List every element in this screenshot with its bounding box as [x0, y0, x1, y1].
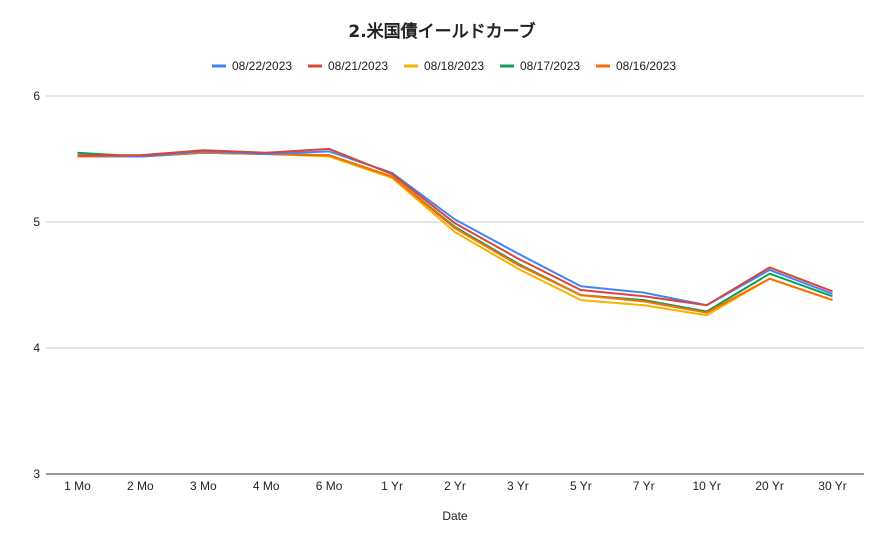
y-tick-label: 3	[33, 467, 40, 481]
series-line-08-16-2023[interactable]	[77, 151, 833, 314]
legend-item[interactable]: 08/18/2023	[404, 59, 484, 73]
x-tick-label: 4 Mo	[253, 479, 280, 493]
legend-item[interactable]: 08/16/2023	[596, 59, 676, 73]
x-tick-label: 1 Yr	[381, 479, 403, 493]
legend-label: 08/16/2023	[616, 59, 676, 73]
x-tick-label: 2 Yr	[444, 479, 466, 493]
series-line-08-18-2023[interactable]	[77, 151, 833, 317]
x-tick-label: 3 Yr	[507, 479, 529, 493]
x-tick-label: 10 Yr	[692, 479, 720, 493]
x-tick-label: 3 Mo	[190, 479, 217, 493]
series-lines	[77, 147, 833, 317]
y-axis-ticks: 3 4 5 6	[33, 89, 40, 481]
x-tick-label: 7 Yr	[633, 479, 655, 493]
legend-label: 08/18/2023	[424, 59, 484, 73]
legend-label: 08/22/2023	[232, 59, 292, 73]
gridlines	[46, 95, 864, 475]
x-tick-label: 30 Yr	[818, 479, 846, 493]
x-tick-label: 6 Mo	[316, 479, 343, 493]
y-tick-label: 6	[33, 89, 40, 103]
x-tick-label: 2 Mo	[127, 479, 154, 493]
x-tick-label: 20 Yr	[755, 479, 783, 493]
legend-item[interactable]: 08/22/2023	[212, 59, 292, 73]
legend: 08/22/2023 08/21/2023 08/18/2023 08/17/2023…	[212, 59, 676, 73]
chart-title: 2.米国債イールドカーブ	[348, 21, 535, 42]
y-tick-label: 4	[33, 341, 40, 355]
legend-label: 08/21/2023	[328, 59, 388, 73]
legend-label: 08/17/2023	[520, 59, 580, 73]
x-tick-label: 1 Mo	[64, 479, 91, 493]
y-tick-label: 5	[33, 215, 40, 229]
x-axis-label: Date	[442, 509, 468, 523]
legend-item[interactable]: 08/17/2023	[500, 59, 580, 73]
x-axis-ticks: 1 Mo 2 Mo 3 Mo 4 Mo 6 Mo 1 Yr 2 Yr 3 Yr 5 Yr 7 Yr…	[64, 479, 847, 493]
x-tick-label: 5 Yr	[570, 479, 592, 493]
series-line-08-21-2023[interactable]	[77, 147, 833, 307]
legend-item[interactable]: 08/21/2023	[308, 59, 388, 73]
